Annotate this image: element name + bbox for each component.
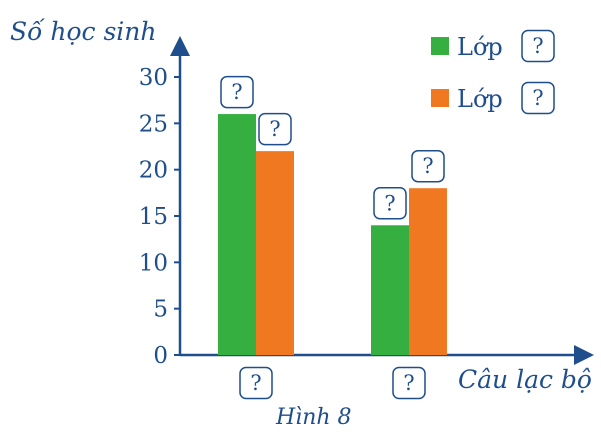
- bar-2-1: [256, 151, 294, 355]
- data-labels: ????: [220, 75, 445, 220]
- y-tick-label: 5: [153, 297, 168, 323]
- y-tick-label: 25: [139, 111, 168, 137]
- category-label-box: [392, 366, 426, 400]
- legend-label: Lớp: [457, 85, 503, 113]
- legend-placeholder-text: ?: [532, 34, 543, 58]
- y-tick-label: 20: [139, 158, 168, 184]
- legend-swatch: [431, 89, 449, 107]
- bar-value-label: ?: [258, 112, 292, 146]
- x-axis-title: Câu lạc bộ: [458, 365, 592, 394]
- category-labels: ??: [239, 366, 426, 400]
- bar-2-2: [409, 188, 447, 355]
- category-label: ?: [392, 366, 426, 400]
- bar-value-label-text: ?: [231, 80, 242, 104]
- y-tick-label: 10: [139, 250, 168, 276]
- legend-placeholder-box: [521, 81, 555, 115]
- bar-value-label: ?: [373, 187, 407, 220]
- bar-value-label-box: [373, 187, 407, 220]
- legend-placeholder: ?: [521, 81, 555, 115]
- bar-value-label-box: [258, 112, 292, 146]
- bar-value-label-box: [411, 149, 445, 183]
- bar-value-label-text: ?: [384, 191, 395, 215]
- category-label-box: [239, 366, 273, 400]
- legend-item: Lớp?: [431, 29, 555, 63]
- legend-swatch: [431, 37, 449, 55]
- legend-item: Lớp?: [431, 81, 555, 115]
- bar-1-1: [218, 114, 256, 355]
- y-tick-label: 0: [153, 343, 168, 369]
- legend-placeholder-text: ?: [532, 86, 543, 110]
- bar-value-label-text: ?: [269, 117, 280, 141]
- bar-value-label-text: ?: [422, 154, 433, 178]
- y-tick-label: 30: [139, 65, 168, 91]
- bar-1-2: [371, 225, 409, 355]
- category-label-text: ?: [250, 371, 261, 395]
- y-tick-label: 15: [139, 204, 168, 230]
- category-label-text: ?: [403, 371, 414, 395]
- bar-value-label: ?: [411, 149, 445, 183]
- legend-placeholder: ?: [521, 29, 555, 63]
- category-label: ?: [239, 366, 273, 400]
- y-ticks: 0 5 10 15 20 25 30: [139, 65, 180, 369]
- bars: [218, 114, 447, 355]
- bar-value-label: ?: [220, 75, 254, 109]
- legend-label: Lớp: [457, 33, 503, 61]
- legend: Lớp ?Lớp?: [431, 29, 555, 115]
- bar-value-label-box: [220, 75, 254, 109]
- y-axis-title: Số học sinh: [10, 17, 157, 46]
- legend-placeholder-box: [521, 29, 555, 63]
- figure-caption: Hình 8: [275, 405, 352, 430]
